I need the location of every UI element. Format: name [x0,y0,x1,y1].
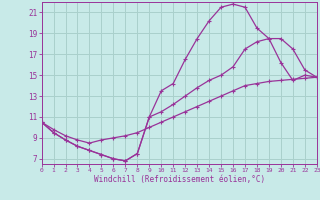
X-axis label: Windchill (Refroidissement éolien,°C): Windchill (Refroidissement éolien,°C) [94,175,265,184]
